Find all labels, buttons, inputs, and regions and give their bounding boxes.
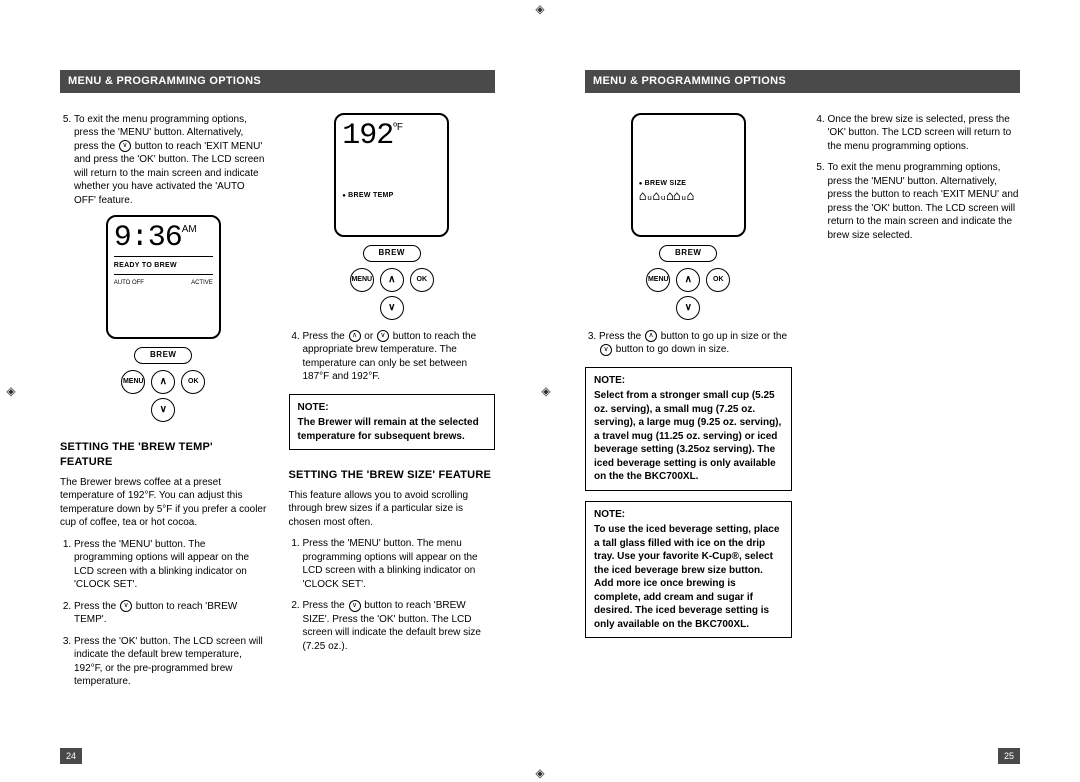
device-figure-clock: 9:36AM READY TO BREW AUTO OFF ACTIVE BRE… (106, 215, 221, 422)
step-item: Press the ∧ or ∨ button to reach the app… (303, 330, 496, 384)
note-box: NOTE: To use the iced beverage setting, … (585, 501, 792, 639)
note-title: NOTE: (298, 401, 487, 415)
step-item: Press the 'MENU' button. The programming… (74, 538, 267, 592)
right-col-b: Once the brew size is selected, press th… (814, 113, 1021, 648)
heading-brew-size: SETTING THE 'BREW SIZE' FEATURE (289, 468, 496, 483)
step-text: To exit the menu programming options, pr… (74, 114, 264, 206)
menu-button: MENU (350, 268, 374, 292)
menu-button: MENU (121, 370, 145, 394)
step-item: Once the brew size is selected, press th… (828, 113, 1021, 154)
page-spread: MENU & PROGRAMMING OPTIONS To exit the m… (0, 0, 1080, 782)
step-item: Press the 'MENU' button. The menu progra… (303, 537, 496, 591)
note-box: NOTE: Select from a stronger small cup (… (585, 367, 792, 491)
heading-brew-temp: SETTING THE 'BREW TEMP' FEATURE (60, 440, 267, 470)
down-icon: ∨ (120, 600, 132, 612)
note-title: NOTE: (594, 374, 783, 388)
right-col-a: BREW SIZE ⌂ᵤ⌂ᵤ⌂⌂ᵤ⌂ BREW MENU ∧ OK ∨ Pres… (585, 113, 792, 648)
brew-button: BREW (363, 245, 421, 262)
left-col-b: 192ºF BREW TEMP BREW MENU ∧ OK ∨ (289, 113, 496, 697)
control-row: MENU ∧ OK (106, 370, 221, 394)
cups-row-icon: ⌂ᵤ⌂ᵤ⌂⌂ᵤ⌂ (639, 188, 738, 206)
left-col-a: To exit the menu programming options, pr… (60, 113, 267, 697)
step-item: Press the ∨ button to reach 'BREW SIZE'.… (303, 599, 496, 653)
note-text: To use the iced beverage setting, place … (594, 524, 779, 630)
ok-button: OK (410, 268, 434, 292)
down-button: ∨ (380, 296, 404, 320)
section-bar: MENU & PROGRAMMING OPTIONS (60, 70, 495, 93)
lcd-temp: 192 (342, 119, 393, 153)
note-title: NOTE: (594, 508, 783, 522)
up-button: ∧ (380, 268, 404, 292)
paragraph: This feature allows you to avoid scrolli… (289, 489, 496, 530)
page-number: 24 (60, 748, 82, 764)
down-icon: ∨ (349, 600, 361, 612)
lcd-screen: 9:36AM READY TO BREW AUTO OFF ACTIVE (106, 215, 221, 339)
step-item: Press the 'OK' button. The LCD screen wi… (74, 635, 267, 689)
note-text: The Brewer will remain at the selected t… (298, 417, 479, 442)
device-figure-size: BREW SIZE ⌂ᵤ⌂ᵤ⌂⌂ᵤ⌂ BREW MENU ∧ OK ∨ (631, 113, 746, 320)
step-item: To exit the menu programming options, pr… (828, 161, 1021, 242)
ok-button: OK (706, 268, 730, 292)
down-button: ∨ (676, 296, 700, 320)
section-bar: MENU & PROGRAMMING OPTIONS (585, 70, 1020, 93)
lcd-status: READY TO BREW (114, 261, 213, 270)
brew-button: BREW (659, 245, 717, 262)
ok-button: OK (181, 370, 205, 394)
lcd-label: BREW TEMP (342, 191, 441, 200)
lcd-label: BREW SIZE (639, 179, 738, 188)
lcd-active: ACTIVE (191, 279, 213, 287)
page-number: 25 (998, 748, 1020, 764)
lcd-autooff: AUTO OFF (114, 279, 144, 287)
down-button: ∨ (151, 398, 175, 422)
down-icon: ∨ (600, 344, 612, 356)
lcd-screen: BREW SIZE ⌂ᵤ⌂ᵤ⌂⌂ᵤ⌂ (631, 113, 746, 237)
lcd-time: 9:36 (114, 221, 182, 255)
down-icon: ∨ (119, 140, 131, 152)
lcd-ampm: AM (182, 224, 197, 235)
page-left: MENU & PROGRAMMING OPTIONS To exit the m… (0, 0, 540, 782)
up-icon: ∧ (645, 330, 657, 342)
lcd-unit: ºF (393, 122, 403, 133)
page-right: MENU & PROGRAMMING OPTIONS BREW SIZE ⌂ᵤ⌂… (540, 0, 1080, 782)
up-button: ∧ (151, 370, 175, 394)
up-icon: ∧ (349, 330, 361, 342)
up-button: ∧ (676, 268, 700, 292)
note-text: Select from a stronger small cup (5.25 o… (594, 390, 781, 482)
lcd-screen: 192ºF BREW TEMP (334, 113, 449, 237)
step-item: To exit the menu programming options, pr… (74, 113, 267, 208)
note-box: NOTE: The Brewer will remain at the sele… (289, 394, 496, 451)
down-icon: ∨ (377, 330, 389, 342)
device-figure-temp: 192ºF BREW TEMP BREW MENU ∧ OK ∨ (334, 113, 449, 320)
brew-button: BREW (134, 347, 192, 364)
step-item: Press the ∧ button to go up in size or t… (599, 330, 792, 357)
paragraph: The Brewer brews coffee at a preset temp… (60, 476, 267, 530)
step-item: Press the ∨ button to reach 'BREW TEMP'. (74, 600, 267, 627)
menu-button: MENU (646, 268, 670, 292)
